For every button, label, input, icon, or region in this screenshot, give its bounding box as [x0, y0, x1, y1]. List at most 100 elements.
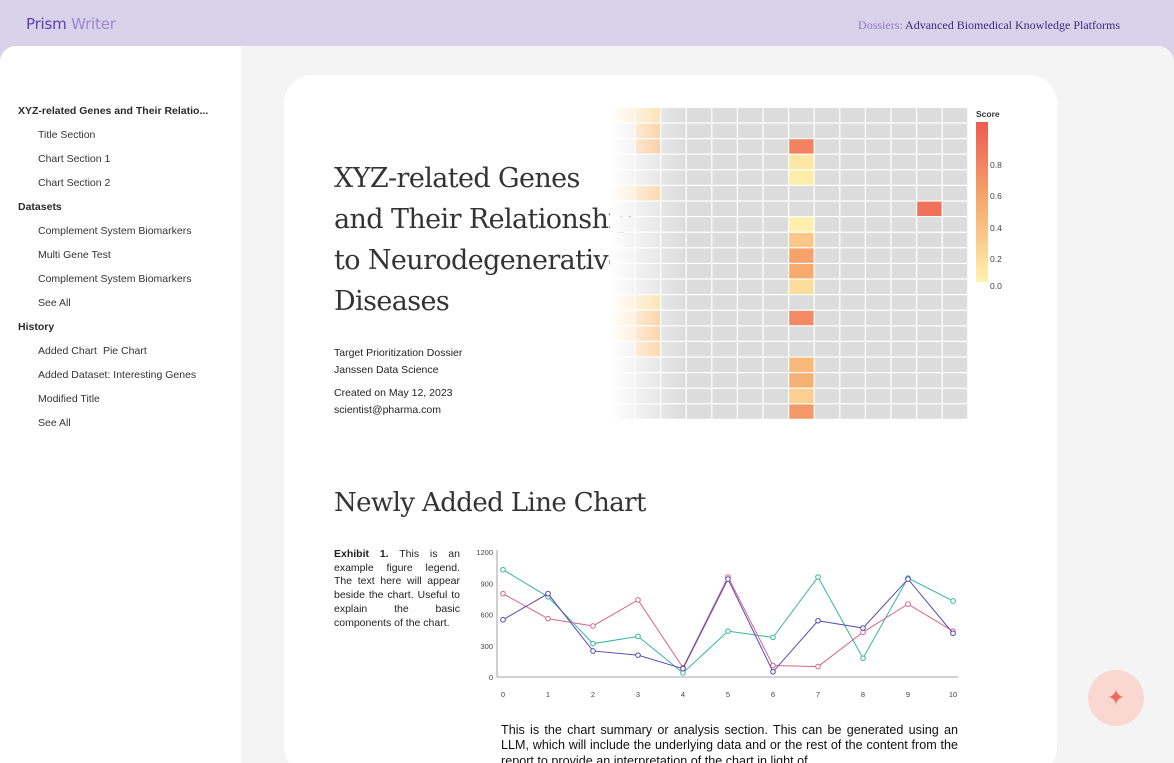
document-meta: Target Prioritization Dossier Janssen Da… [334, 346, 462, 420]
heatmap-cell [686, 326, 712, 341]
heatmap-cell [942, 310, 968, 326]
x-tick-label: 1 [546, 690, 550, 699]
heatmap-cell [942, 264, 968, 279]
heatmap-cell [942, 186, 968, 201]
heatmap-cell [814, 295, 840, 310]
heatmap-cell [763, 342, 788, 357]
heatmap-cell [763, 248, 788, 263]
heatmap-cell [942, 170, 968, 185]
heatmap-cell [686, 248, 712, 263]
heatmap-cell [917, 373, 942, 388]
heatmap-cell [917, 404, 942, 419]
heatmap-cell [712, 404, 737, 419]
data-point [905, 601, 911, 607]
heatmap-cell [686, 279, 712, 294]
exhibit-label: Exhibit 1. [334, 548, 389, 560]
heatmap-cell [866, 217, 891, 232]
heatmap-cell [789, 248, 814, 263]
heatmap-cell [712, 388, 737, 404]
sidebar-group-datasets[interactable]: Datasets [18, 201, 62, 213]
heatmap-cell [866, 279, 891, 294]
heatmap-cell [942, 404, 968, 419]
sidebar-item-history-see-all[interactable]: See All [38, 417, 71, 429]
heatmap-cell [917, 295, 942, 310]
section-title[interactable]: Newly Added Line Chart [334, 488, 646, 518]
heatmap-cell [763, 295, 788, 310]
heatmap-cell [763, 139, 788, 154]
heatmap-cell [814, 201, 840, 216]
document-title[interactable]: XYZ-related Genes and Their Relationship… [334, 163, 634, 317]
data-point [815, 574, 821, 580]
colorbar [976, 122, 988, 282]
sidebar-item-history-1[interactable]: Added Chart Pie Chart [18, 344, 233, 368]
heatmap-cell [866, 264, 891, 279]
sidebar-item-dataset-1[interactable]: Complement System Biomarkers [38, 225, 192, 237]
sidebar-item-history-2[interactable]: Added Dataset: Interesting Genes [38, 369, 197, 381]
heatmap-cell [942, 388, 968, 404]
heatmap-cell [738, 342, 763, 357]
heatmap-cell [942, 232, 968, 248]
heatmap-cell [840, 170, 865, 185]
sidebar-group-history[interactable]: History [18, 321, 55, 333]
sidebar-item-dataset-2[interactable]: Multi Gene Test [38, 249, 111, 261]
y-tick-label: 900 [480, 579, 493, 588]
x-tick-label: 7 [816, 690, 820, 699]
app-logo[interactable]: Prism Writer [26, 15, 116, 33]
heatmap-cell [942, 342, 968, 357]
heatmap-cell [840, 123, 865, 138]
heatmap-cell [917, 388, 942, 404]
heatmap-cell [712, 217, 737, 232]
heatmap-cell [789, 264, 814, 279]
heatmap-cell [712, 201, 737, 216]
heatmap-cell [686, 201, 712, 216]
heatmap-cell [789, 217, 814, 232]
heatmap-cell [840, 295, 865, 310]
exhibit-text: This is an example figure legend. The te… [334, 548, 460, 629]
heatmap-cell [866, 123, 891, 138]
heatmap-cell [738, 154, 763, 170]
heatmap-cell [738, 279, 763, 294]
colorbar-tick-label: 0.2 [990, 254, 1002, 264]
heatmap-cell [814, 279, 840, 294]
heatmap-cell [866, 404, 891, 419]
sidebar-group-document[interactable]: XYZ-related Genes and Their Relatio... [18, 105, 209, 117]
sidebar-item-dataset-3[interactable]: Complement System Biomarkers [38, 273, 192, 285]
breadcrumb-section[interactable]: Dossiers: [858, 18, 903, 32]
heatmap-cell [891, 295, 916, 310]
sidebar-item-title-section[interactable]: Title Section [38, 129, 96, 141]
heatmap-cell [814, 139, 840, 154]
heatmap-cell [789, 108, 814, 123]
heatmap-cell [712, 248, 737, 263]
sidebar-item-datasets-see-all[interactable]: See All [38, 297, 71, 309]
ai-assist-button[interactable]: ✦ [1088, 670, 1144, 726]
heatmap-cell [686, 388, 712, 404]
data-point [815, 663, 821, 670]
data-point [725, 576, 731, 582]
sidebar-item-history-3[interactable]: Modified Title [38, 393, 100, 405]
figure-legend: Exhibit 1. This is an example figure leg… [334, 548, 460, 630]
heatmap-cell [891, 279, 916, 294]
sidebar-item-chart-section-2[interactable]: Chart Section 2 [38, 177, 111, 189]
heatmap-cell [917, 201, 942, 216]
heatmap-cell [686, 186, 712, 201]
heatmap-cell [840, 342, 865, 357]
sidebar-item-chart-section-1[interactable]: Chart Section 1 [38, 153, 111, 165]
heatmap-cell [814, 217, 840, 232]
heatmap-cell [763, 201, 788, 216]
heatmap-cell [891, 373, 916, 388]
x-tick-label: 8 [861, 690, 865, 699]
y-tick-label: 300 [480, 642, 493, 651]
heatmap-cell [891, 404, 916, 419]
heatmap-cell [942, 357, 968, 372]
heatmap-cell [866, 373, 891, 388]
heatmap-cell [840, 373, 865, 388]
heatmap-cell [712, 154, 737, 170]
heatmap-cell [891, 201, 916, 216]
heatmap-cell [840, 139, 865, 154]
heatmap-cell [686, 404, 712, 419]
heatmap-cell [866, 154, 891, 170]
heatmap-cell [738, 404, 763, 419]
heatmap-cell [814, 357, 840, 372]
heatmap-cell [738, 108, 763, 123]
heatmap-cell [891, 357, 916, 372]
